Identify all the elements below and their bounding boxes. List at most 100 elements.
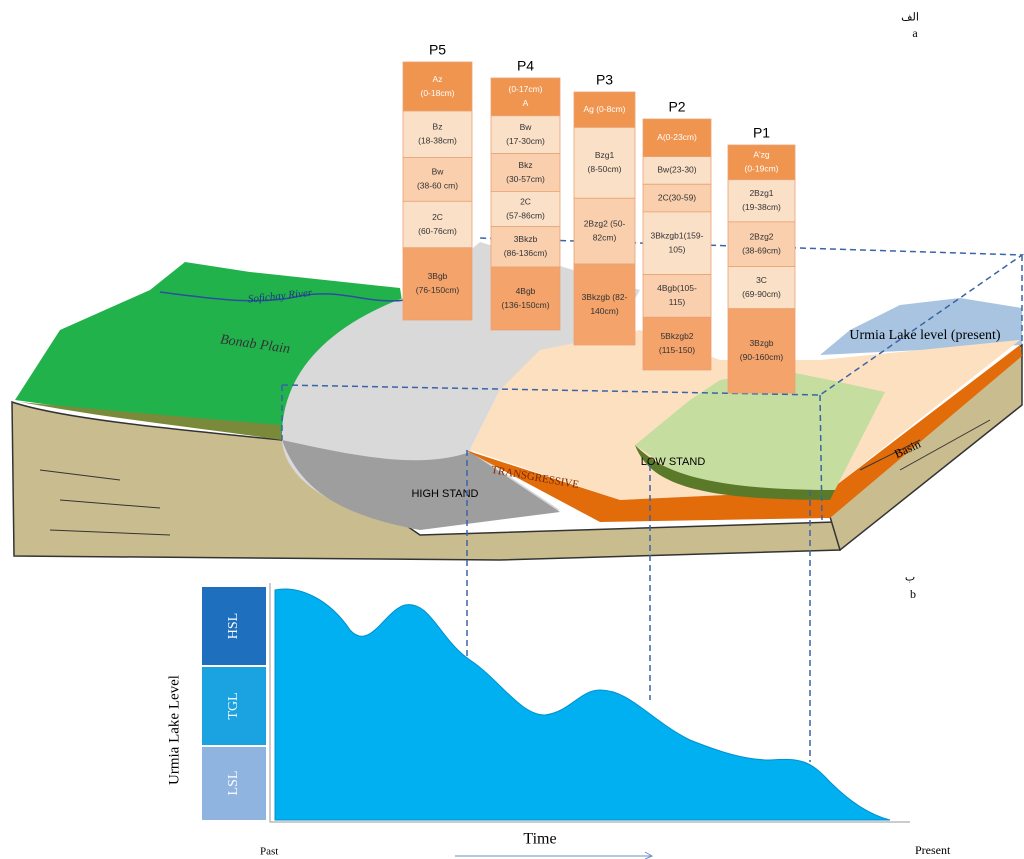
zone-label: LSL [226, 771, 241, 796]
horizon-label: (8-50cm) [587, 164, 621, 174]
horizon-label: (136-150cm) [501, 300, 549, 310]
horizon [642, 316, 712, 371]
horizon [642, 211, 712, 276]
transgressive-band [465, 345, 1022, 522]
horizon-label: 3Bkzgb (82- [582, 292, 628, 302]
horizon-label: (90-160cm) [740, 352, 784, 362]
lake-water [820, 298, 1022, 355]
zone-tgl [202, 667, 266, 745]
dashed-box [281, 237, 1024, 521]
horizon [490, 226, 561, 268]
profile-name: P5 [429, 42, 446, 58]
time-arrow [455, 851, 654, 859]
horizon-label: (0-17cm) [508, 84, 542, 94]
panel-label-fa: الف [901, 12, 919, 24]
horizon [402, 61, 473, 112]
profile-name: P2 [668, 99, 685, 115]
horizon-label: 3C [756, 275, 767, 285]
horizon-label: (115-150) [659, 345, 695, 355]
horizon-label: 140cm) [590, 306, 619, 316]
horizon-label: Bw [520, 122, 533, 132]
horizon-label: 2C [432, 212, 443, 222]
horizon-label: Bzg1 [595, 150, 615, 160]
horizon [490, 190, 561, 228]
horizon-label: Bw(23-30) [657, 165, 696, 175]
zone-hsl [202, 587, 266, 665]
horizon [402, 110, 473, 158]
lake-level-chart: HSL TGL LSL Urmia Lake Level Time Past P… [166, 450, 951, 859]
horizon [642, 183, 712, 213]
horizon [642, 156, 712, 185]
horizon-label: (86-136cm) [504, 248, 548, 258]
horizon [727, 144, 796, 181]
horizon-label: (18-38cm) [418, 135, 457, 145]
horizon-label: 4Bgb(105- [657, 283, 697, 293]
zone-lsl [202, 747, 266, 820]
horizon [727, 221, 796, 267]
bonab-plain [15, 262, 405, 440]
horizon [727, 179, 796, 223]
start-label: Past [260, 846, 278, 858]
horizon [490, 115, 561, 155]
horizon-label: Bkz [518, 160, 532, 170]
strata-lines [39, 419, 991, 536]
zone-label: HSL [226, 613, 241, 639]
zone-label: TGL [226, 692, 241, 719]
horizon [727, 266, 796, 310]
horizon-label: Az [433, 74, 443, 84]
lake-level-label: Urmia Lake level (present) [849, 328, 1001, 343]
horizon [490, 77, 561, 117]
x-axis-label: Time [523, 831, 556, 848]
panel-label: b [910, 587, 916, 601]
horizon-label: 5Bkzgb2 [660, 331, 693, 341]
lake-level-area [274, 588, 891, 821]
horizon [573, 91, 636, 128]
panel-label-fa: ب [905, 572, 915, 584]
panel-label: a [912, 26, 918, 40]
horizon-label: (76-150cm) [416, 285, 460, 295]
horizon [402, 247, 473, 321]
horizon [642, 274, 712, 318]
horizon-label: 2Bzg2 [749, 231, 773, 241]
landscape: Sofichay River Bonab Plain Urmia Lake le… [11, 237, 1024, 561]
horizon [727, 308, 796, 394]
horizon-label: 82cm) [593, 232, 617, 242]
horizon [402, 200, 473, 249]
horizon [490, 266, 561, 331]
low-stand-zone [635, 370, 885, 490]
axes [269, 583, 910, 823]
y-axis-label: Urmia Lake Level [166, 675, 182, 785]
horizon [402, 157, 473, 202]
horizon-label: Ag (0-8cm) [583, 104, 625, 114]
horizon-label: (0-19cm) [744, 164, 778, 174]
horizon [573, 127, 636, 199]
horizon-label: A(0-23cm) [657, 132, 697, 142]
profile-name: P3 [596, 72, 613, 88]
horizon-label: (60-76cm) [418, 226, 457, 236]
profile-name: P4 [517, 58, 534, 74]
profiles: P5 Az (0-18cm) Bz (18-38cm) Bw (38-60 cm) 2C (60… [402, 42, 796, 394]
horizon-label: 3Bgb [428, 271, 448, 281]
horizon [490, 153, 561, 192]
horizon [573, 263, 636, 346]
horizon-label: (0-18cm) [420, 88, 454, 98]
horizon-label: Bz [433, 121, 443, 131]
horizon-label: 3Bkzgb1(159- [651, 230, 704, 240]
river [159, 291, 406, 302]
horizon-label: Bw [432, 167, 445, 177]
high-stand-label: HIGH STAND [411, 488, 478, 500]
horizon-label: A'zg [753, 150, 770, 160]
horizon-label: 105) [668, 244, 685, 254]
horizon-label: (17-30cm) [506, 136, 545, 146]
horizon [573, 197, 636, 265]
horizon-label: 2C [520, 196, 531, 206]
horizon-label: 2Bzg2 (50- [584, 218, 626, 228]
horizon-label: 2Bzg1 [749, 188, 773, 198]
low-stand-label: LOW STAND [641, 456, 706, 468]
profile-name: P1 [753, 125, 770, 141]
low-stand-rim [635, 445, 835, 500]
horizon-label: (69-90cm) [742, 289, 781, 299]
horizon-label: 3Bzgb [749, 338, 773, 348]
horizon-label: (38-69cm) [742, 245, 781, 255]
